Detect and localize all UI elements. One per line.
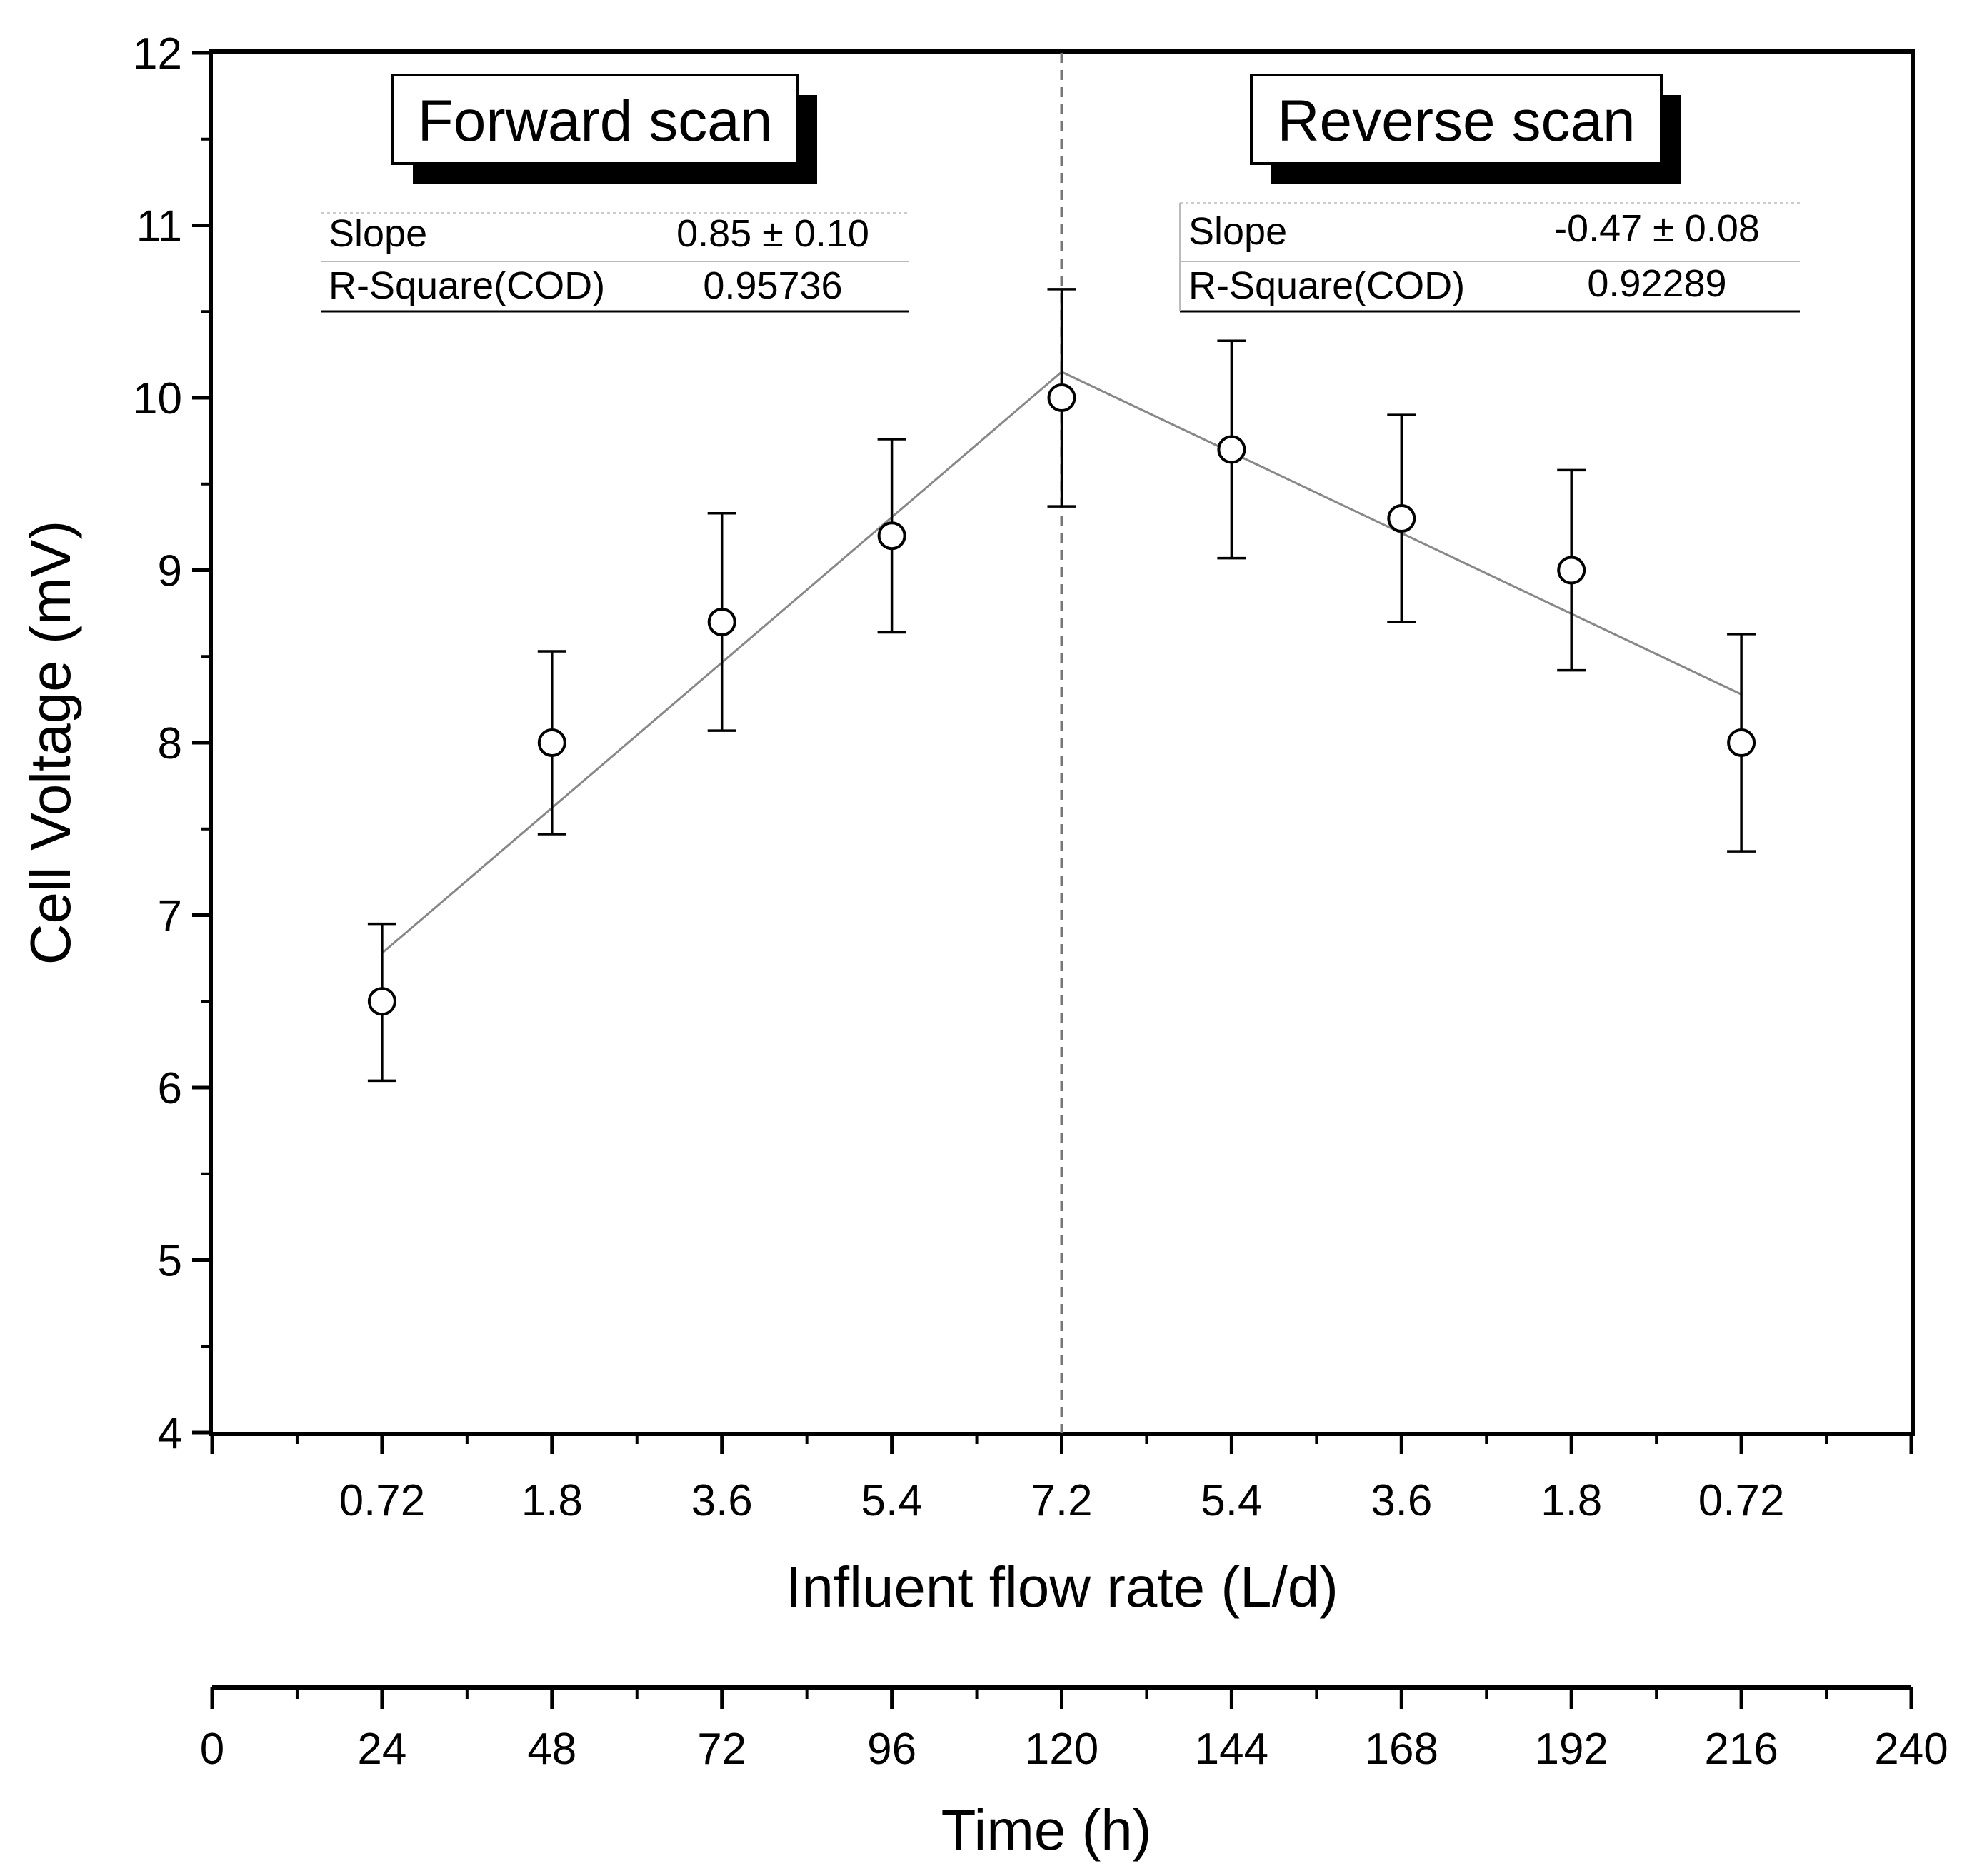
y-tick-label: 5	[158, 1237, 182, 1286]
y-tick-label: 6	[158, 1064, 182, 1113]
forward-r2-label: R-Square(COD)	[329, 264, 605, 307]
y-tick-label: 10	[133, 374, 182, 423]
y-tick-label: 7	[158, 892, 182, 941]
x-tick-label: 0.72	[1698, 1476, 1785, 1525]
data-point	[1217, 435, 1246, 464]
time-axis: 0 24 48 72 96 120 144 168 192 216 240	[200, 1685, 1948, 1774]
forward-r2-value: 0.95736	[703, 264, 842, 307]
forward-slope-value: 0.85 ± 0.10	[676, 212, 869, 255]
reverse-scan-annotation: Reverse scan Slope -0.47 ± 0.08 R-Square…	[1179, 74, 1800, 313]
time-tick-label: 240	[1874, 1725, 1948, 1774]
x-tick-label: 3.6	[1371, 1476, 1432, 1525]
time-tick-label: 24	[357, 1725, 406, 1774]
y-axis-title: Cell Voltage (mV)	[19, 521, 82, 965]
data-point	[367, 987, 396, 1016]
data-point	[877, 521, 906, 551]
y-axis-ticks: 4 5 6 7 8 9 10 11 12	[133, 29, 212, 1458]
x-axis-ticks: 0.72 1.8 3.6 5.4 7.2 5.4 3.6 1.8 0.72	[210, 1433, 1913, 1525]
y-tick-label: 8	[158, 719, 182, 768]
forward-title-box	[391, 74, 799, 165]
time-tick-label: 120	[1025, 1725, 1098, 1774]
y-tick-label: 4	[158, 1409, 182, 1458]
time-tick-label: 216	[1704, 1725, 1778, 1774]
data-point	[1387, 504, 1416, 533]
data-point	[537, 728, 566, 757]
forward-title: Forward scan	[418, 89, 773, 154]
reverse-title: Reverse scan	[1277, 89, 1635, 154]
data-point	[707, 607, 736, 636]
time-tick-label: 0	[200, 1725, 224, 1774]
time-axis-title: Time (h)	[941, 1798, 1152, 1862]
reverse-title-box	[1250, 74, 1663, 165]
time-tick-label: 48	[527, 1725, 576, 1774]
data-points	[367, 383, 1756, 1016]
time-tick-label: 96	[867, 1725, 916, 1774]
reverse-slope-label: Slope	[1188, 210, 1287, 253]
time-tick-label: 192	[1534, 1725, 1608, 1774]
reverse-r2-label: R-Square(COD)	[1188, 264, 1465, 307]
x-tick-label: 0.72	[339, 1476, 426, 1525]
x-tick-label: 3.6	[691, 1476, 753, 1525]
reverse-r2-value: 0.92289	[1587, 262, 1726, 305]
time-tick-label: 72	[697, 1725, 746, 1774]
reverse-slope-value: -0.47 ± 0.08	[1554, 207, 1760, 250]
y-tick-label: 9	[158, 547, 182, 596]
x-tick-label: 5.4	[1201, 1476, 1262, 1525]
data-point	[1727, 728, 1756, 757]
y-tick-label: 11	[136, 202, 182, 251]
x-tick-label: 1.8	[521, 1476, 583, 1525]
x-tick-label: 1.8	[1541, 1476, 1602, 1525]
x-tick-label: 5.4	[861, 1476, 922, 1525]
time-tick-label: 144	[1195, 1725, 1268, 1774]
x-tick-label: 7.2	[1031, 1476, 1092, 1525]
forward-slope-label: Slope	[329, 212, 427, 255]
forward-scan-annotation: Forward scan Slope 0.85 ± 0.10 R-Square(…	[321, 74, 909, 313]
time-tick-label: 168	[1365, 1725, 1438, 1774]
x-axis-title: Influent flow rate (L/d)	[786, 1555, 1338, 1619]
data-point	[1047, 383, 1076, 412]
data-point	[1557, 556, 1586, 585]
y-tick-label: 12	[133, 29, 182, 79]
